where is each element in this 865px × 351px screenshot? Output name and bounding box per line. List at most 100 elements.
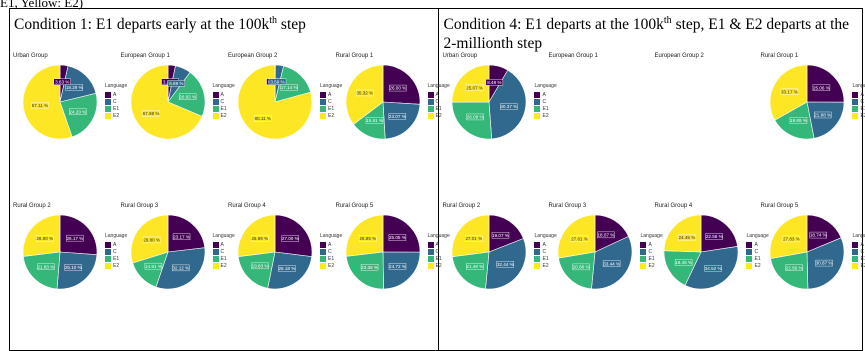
legend-swatch	[640, 256, 646, 262]
legend-swatch	[213, 263, 219, 269]
pie-data-label: 32.12 %	[172, 265, 189, 271]
pie-data-label: 27.00 %	[282, 236, 299, 242]
legend-swatch	[852, 256, 858, 262]
pie-data-label: 26.00 %	[389, 85, 406, 91]
svg-text:18.29 %: 18.29 %	[66, 85, 83, 90]
legend-swatch	[320, 249, 326, 255]
pie-title: Rural Group 2	[442, 203, 480, 209]
svg-text:67.98 %: 67.98 %	[142, 111, 159, 116]
legend-swatch	[852, 249, 858, 255]
pie-data-label: 25.10 %	[65, 264, 82, 270]
legend-label: A	[221, 242, 224, 248]
pie-data-label: 20.88 %	[573, 264, 590, 270]
pie-chart: 18.74 %30.87 %22.56 %27.83 %	[766, 211, 848, 293]
pie-chart: 26.17 %25.10 %21.83 %26.90 %	[19, 211, 101, 293]
legend-label: A	[436, 92, 439, 98]
pie-data-label: 24.72 %	[388, 263, 405, 269]
svg-text:80.11 %: 80.11 %	[254, 116, 271, 121]
svg-text:25.06 %: 25.06 %	[813, 85, 830, 90]
pie-data-label: 19.83 %	[252, 263, 269, 269]
legend-item: C	[852, 98, 865, 105]
pie-data-label: 25.05 %	[388, 235, 405, 241]
svg-text:8.48 %: 8.48 %	[488, 80, 502, 85]
legend-swatch	[105, 99, 111, 105]
legend-label: A	[542, 92, 545, 98]
pie-chart: 0.18 %3.59 %17.14 %80.11 %	[234, 61, 316, 143]
pie-slice-E1	[346, 252, 383, 289]
pie-data-label: 17.14 %	[281, 84, 298, 90]
pie-data-label: 57.11 %	[31, 102, 48, 108]
condition-caption: Condition 1: E1 departs early at the 100…	[10, 9, 438, 34]
legend-label: E2	[113, 263, 119, 269]
legend-swatch	[105, 106, 111, 112]
legend-label: C	[754, 249, 758, 255]
pie-data-label: 40.37 %	[501, 104, 518, 110]
pie-panel: European Group 20.18 %3.59 %17.14 %80.11…	[228, 53, 333, 143]
pie-data-label: 24.20 %	[69, 109, 86, 115]
svg-text:26.18 %: 26.18 %	[278, 266, 295, 271]
legend-item: A	[852, 241, 865, 248]
legend-label: E1	[860, 106, 865, 112]
pie-chart: 23.17 %32.12 %14.91 %29.80 %	[127, 211, 209, 293]
legend-label: E1	[221, 106, 227, 112]
legend-label: C	[542, 99, 546, 105]
pie-title: Rural Group 2	[13, 203, 51, 209]
pie-data-label: 3.63 %	[54, 79, 71, 85]
pie-data-label: 24.45 %	[679, 234, 696, 240]
svg-text:19.89 %: 19.89 %	[791, 118, 808, 123]
svg-text:21.48 %: 21.48 %	[467, 264, 484, 269]
pie-chart: 22.58 %34.52 %18.45 %24.45 %	[660, 211, 742, 293]
pie-slice-A	[383, 215, 420, 252]
figure-table: Condition 1: E1 departs early at the 100…	[9, 8, 863, 351]
legend-swatch	[534, 249, 540, 255]
legend-label: A	[860, 92, 863, 98]
legend-label: C	[542, 249, 546, 255]
legend-label: C	[860, 249, 864, 255]
pie-data-label: 34.52 %	[705, 265, 722, 271]
legend-swatch	[428, 249, 434, 255]
legend-label: C	[328, 249, 332, 255]
pie-chart: 3.22 %6.89 %20.93 %67.98 %	[127, 61, 209, 143]
pie-slice-E2	[452, 65, 489, 102]
svg-text:27.61 %: 27.61 %	[572, 236, 589, 241]
pie-data-label: 26.18 %	[278, 266, 295, 272]
pie-data-label: 23.07 %	[388, 113, 405, 119]
legend-swatch	[534, 256, 540, 262]
legend-swatch	[320, 113, 326, 119]
pie-data-label: 27.83 %	[783, 236, 800, 242]
svg-text:33.44 %: 33.44 %	[604, 261, 621, 266]
legend-swatch	[320, 92, 326, 98]
legend-swatch	[105, 263, 111, 269]
pie-data-label: 19.07 %	[492, 232, 509, 238]
legend-label: A	[113, 242, 116, 248]
condition-caption: Condition 4: E1 departs at the 100kth st…	[439, 9, 862, 53]
pie-title: Rural Group 4	[228, 203, 266, 209]
svg-text:26.17 %: 26.17 %	[66, 236, 83, 241]
svg-text:26.90 %: 26.90 %	[36, 236, 53, 241]
legend-swatch	[320, 242, 326, 248]
legend-swatch	[213, 249, 219, 255]
legend-label: C	[860, 99, 864, 105]
pie-title: Rural Group 4	[654, 203, 692, 209]
pie-data-label: 27.01 %	[466, 236, 483, 242]
pie-data-label: 6.89 %	[167, 80, 184, 86]
svg-text:18.74 %: 18.74 %	[810, 233, 827, 238]
svg-text:19.83 %: 19.83 %	[252, 263, 269, 268]
legend-title: Language	[852, 83, 865, 89]
legend-label: A	[754, 242, 757, 248]
pie-chart: 18.07 %33.44 %20.88 %27.61 %	[554, 211, 636, 293]
legend-swatch	[534, 92, 540, 98]
legend-label: E1	[113, 106, 119, 112]
legend-swatch	[320, 99, 326, 105]
pie-slice-C	[383, 252, 420, 289]
pie-data-label: 33.17 %	[781, 89, 798, 95]
legend-item: E2	[852, 112, 865, 119]
legend-label: E2	[113, 113, 119, 119]
pie-data-label: 26.90 %	[36, 235, 53, 241]
legend-label: A	[328, 242, 331, 248]
